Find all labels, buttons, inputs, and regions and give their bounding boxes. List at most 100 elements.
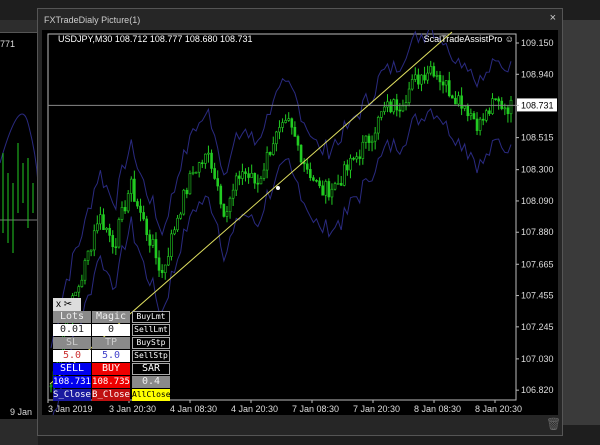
- candle-body: [200, 162, 204, 165]
- candle-body: [463, 105, 466, 109]
- candle-body: [315, 180, 318, 182]
- buy-limit-button[interactable]: BuyLmt: [132, 311, 170, 323]
- all-close-button[interactable]: AllClose: [132, 389, 170, 401]
- candle-body: [271, 143, 275, 155]
- sell-limit-button[interactable]: SellLmt: [132, 324, 170, 336]
- candle-body: [275, 131, 278, 145]
- y-tick-label: 108.300: [521, 165, 554, 175]
- candle-body: [120, 207, 124, 220]
- candle-body: [500, 100, 504, 109]
- candle-body: [447, 80, 451, 97]
- candle-body: [339, 183, 343, 186]
- trash-icon[interactable]: 🗑: [546, 417, 562, 431]
- candle-body: [117, 219, 121, 248]
- candle-body: [333, 183, 337, 190]
- y-tick-label: 108.515: [521, 133, 554, 143]
- candle-body: [148, 234, 152, 246]
- sar-button[interactable]: SAR: [132, 363, 170, 375]
- x-tick-label: 3 Jan 2019: [48, 404, 93, 414]
- candle-body: [105, 227, 108, 230]
- candle-body: [268, 152, 272, 155]
- candle-body: [167, 256, 170, 266]
- candle-body: [293, 126, 297, 137]
- candle-body: [278, 127, 281, 133]
- background-tab-strip: [0, 20, 38, 32]
- candle-body: [376, 117, 380, 134]
- indicator-label: ScalTradeAssistPro: [423, 34, 503, 44]
- magic-input[interactable]: 0: [92, 324, 130, 336]
- sell-button[interactable]: SELL: [53, 363, 91, 375]
- chart-window[interactable]: FXTradeDialy Picture(1) × 109.150 108.940…: [37, 8, 563, 436]
- candle-body: [284, 120, 287, 123]
- sl-input[interactable]: 5.0: [53, 350, 91, 362]
- candle-body: [441, 81, 445, 86]
- candle-body: [503, 107, 507, 110]
- candle-body: [454, 97, 457, 105]
- candle-body: [207, 152, 210, 155]
- window-close-button[interactable]: ×: [549, 12, 556, 24]
- candle-body: [290, 118, 294, 128]
- candle-body: [133, 178, 136, 202]
- candle-body: [77, 286, 81, 293]
- candle-body: [210, 152, 213, 169]
- candle-body: [142, 212, 145, 220]
- candle-body: [488, 110, 491, 114]
- candle-body: [287, 118, 291, 121]
- candle-body: [355, 156, 358, 160]
- candle-body: [380, 111, 383, 118]
- candle-body: [460, 95, 463, 109]
- buy-stop-button[interactable]: BuyStp: [132, 337, 170, 349]
- magic-label: Magic: [92, 311, 130, 323]
- candle-body: [321, 185, 324, 196]
- candle-body: [96, 223, 99, 232]
- sell-stop-button[interactable]: SellStp: [132, 350, 170, 362]
- candle-body: [481, 118, 485, 121]
- panel-close-button[interactable]: x: [56, 299, 61, 310]
- candle-body: [253, 172, 257, 184]
- lots-input[interactable]: 0.01: [53, 324, 91, 336]
- sell-close-button[interactable]: S_Close: [53, 389, 91, 401]
- price-chart[interactable]: 109.150 108.940 108.731 108.515 108.300 108.0…: [42, 21, 558, 424]
- smiley-icon: ☺: [504, 34, 514, 44]
- sar-value-input[interactable]: 0.4: [132, 376, 170, 388]
- candle-body: [346, 164, 349, 171]
- candle-body: [83, 260, 87, 281]
- candle-body: [506, 107, 510, 115]
- candle-body: [395, 99, 399, 111]
- buy-button[interactable]: BUY: [92, 363, 130, 375]
- candle-body: [234, 175, 238, 191]
- candle-body: [336, 183, 340, 185]
- y-tick-label: 108.731: [521, 100, 554, 110]
- y-tick-label: 107.455: [521, 291, 554, 301]
- candle-body: [151, 239, 155, 246]
- candle-body: [262, 169, 266, 179]
- candle-body: [407, 88, 411, 103]
- candle-body: [157, 257, 161, 271]
- candle-body: [352, 157, 355, 160]
- candle-body: [370, 140, 374, 143]
- candle-body: [420, 74, 423, 85]
- candle-body: [92, 230, 96, 251]
- tp-input[interactable]: 5.0: [92, 350, 130, 362]
- lots-label: Lots: [53, 311, 91, 323]
- candle-body: [247, 173, 250, 178]
- candle-body: [457, 95, 460, 105]
- y-tick-label: 106.820: [521, 385, 554, 395]
- symbol-info: USDJPY,M30 108.712 108.777 108.680 108.7…: [58, 34, 253, 44]
- x-tick-label: 7 Jan 08:30: [292, 404, 339, 414]
- candle-body: [114, 246, 118, 249]
- candle-body: [318, 180, 321, 187]
- buy-close-button[interactable]: B_Close: [92, 389, 130, 401]
- candle-body: [228, 197, 232, 213]
- y-tick-label: 108.090: [521, 196, 554, 206]
- candle-body: [410, 79, 414, 90]
- candle-body: [364, 135, 368, 143]
- scissors-icon[interactable]: ✂: [63, 299, 73, 310]
- candle-body: [417, 74, 420, 85]
- current-price-tag: [517, 98, 557, 112]
- candle-body: [86, 250, 90, 261]
- candle-body: [126, 193, 130, 212]
- candle-body: [259, 177, 263, 185]
- window-title: FXTradeDialy Picture(1): [44, 15, 141, 25]
- x-tick-label: 8 Jan 20:30: [475, 404, 522, 414]
